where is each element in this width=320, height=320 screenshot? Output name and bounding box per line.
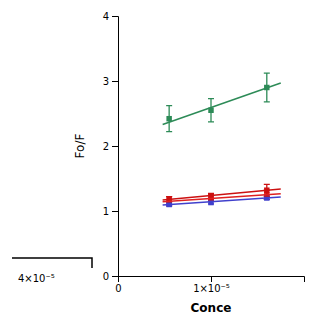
y-tick-label: 4 [103,11,109,22]
x-tick: 1×10⁻⁵ [193,276,230,294]
y-tick-mark [112,146,118,147]
fit-line [163,83,281,125]
x-tick-mark [211,276,212,282]
y-tick: 0 [103,271,118,282]
y-tick-mark [112,16,118,17]
y-tick: 3 [103,76,118,87]
plot-area [163,73,281,207]
error-bar [208,99,214,122]
y-axis-title: Fo/F [73,134,87,159]
y-axis: 0 1 2 3 4 [103,11,119,282]
y-tick-label: 2 [103,141,109,152]
error-bar [166,106,172,132]
y-tick: 1 [103,206,118,217]
y-tick-mark [112,211,118,212]
x-axis: 0 1×10⁻⁵ [115,276,304,294]
point [166,116,171,121]
x-axis-title: Conce [191,301,232,315]
scale-bar [12,258,92,268]
y-tick: 2 [103,141,118,152]
y-tick-mark [112,81,118,82]
y-tick: 4 [103,11,118,22]
y-tick-label: 0 [103,271,109,282]
y-tick-label: 1 [103,206,109,217]
x-axis-line [119,277,305,283]
y-tick-mark [112,276,118,277]
annotation: 4×10⁻⁵ [18,273,55,284]
x-tick-label: 1×10⁻⁵ [193,283,230,294]
fit-line [163,189,281,200]
x-tick: 0 [115,276,121,294]
x-tick-label: 0 [115,283,121,294]
y-tick-label: 3 [103,76,109,87]
y-axis-line [112,17,119,277]
chart: 0 1×10⁻⁵ 0 1 2 3 4 Conce Fo/F 4×10⁻⁵ [0,0,320,320]
